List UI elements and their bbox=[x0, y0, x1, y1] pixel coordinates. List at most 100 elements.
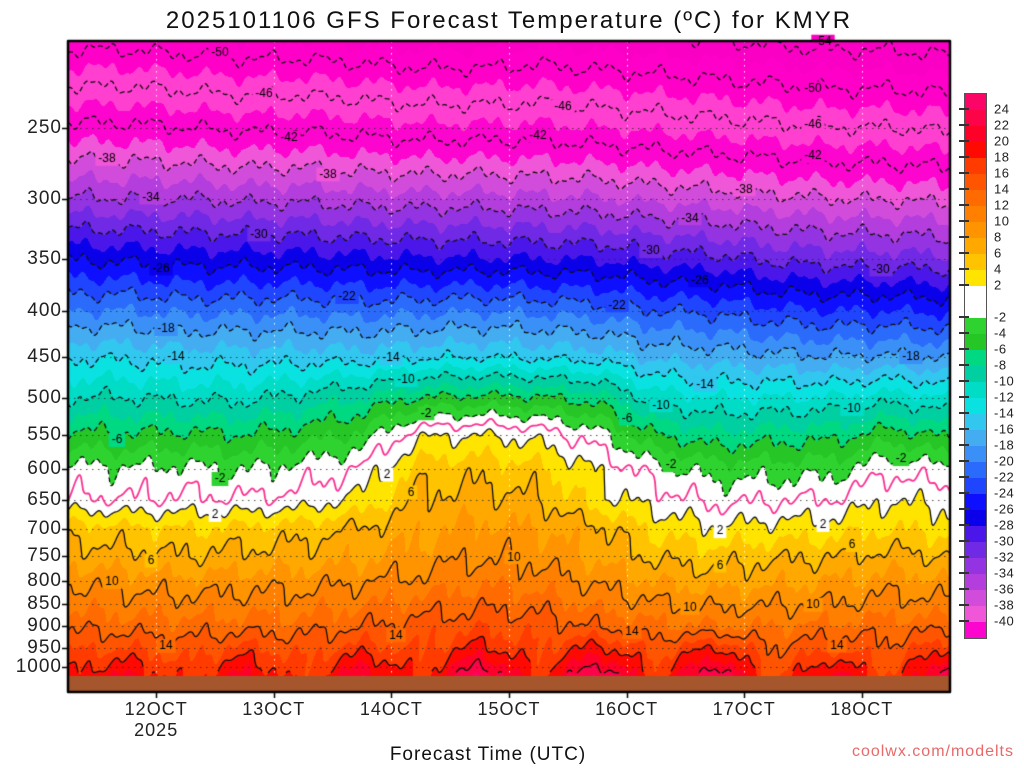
time-tick-label: 13OCT bbox=[242, 699, 306, 719]
time-tick-label: 16OCT bbox=[595, 699, 659, 719]
colorbar-cell bbox=[965, 286, 986, 318]
colorbar-cell bbox=[965, 110, 986, 126]
colorbar-cell bbox=[965, 238, 986, 254]
colorbar-tick-label: -12 bbox=[994, 389, 1015, 405]
colorbar-tick bbox=[959, 540, 969, 542]
colorbar-tick bbox=[959, 572, 969, 574]
colorbar-tick bbox=[959, 220, 969, 222]
colorbar-tick-label: -18 bbox=[994, 437, 1015, 453]
colorbar-tick bbox=[959, 508, 969, 510]
colorbar-tick-label: -34 bbox=[994, 565, 1015, 581]
colorbar-tick-label: -32 bbox=[994, 549, 1015, 565]
colorbar-cell bbox=[965, 574, 986, 590]
colorbar-cell bbox=[965, 270, 986, 286]
colorbar-tick bbox=[959, 476, 969, 478]
colorbar-cell bbox=[965, 94, 986, 110]
pressure-tick-label: 750 bbox=[27, 544, 62, 566]
colorbar-cell bbox=[965, 526, 986, 542]
colorbar-cell bbox=[965, 254, 986, 270]
pressure-tick-label: 950 bbox=[27, 636, 62, 658]
pressure-tick-label: 700 bbox=[27, 517, 62, 539]
colorbar-tick-label: 2 bbox=[994, 277, 1002, 293]
colorbar-tick-label: -8 bbox=[994, 357, 1007, 373]
colorbar-cell bbox=[965, 334, 986, 350]
colorbar-tick-label: 22 bbox=[994, 117, 1010, 133]
colorbar-cell bbox=[965, 542, 986, 558]
colorbar-cell bbox=[965, 158, 986, 174]
colorbar-tick bbox=[959, 284, 969, 286]
colorbar-cell bbox=[965, 510, 986, 526]
colorbar-cell bbox=[965, 494, 986, 510]
time-tick-label: 17OCT bbox=[712, 699, 776, 719]
colorbar-tick-label: -14 bbox=[994, 405, 1015, 421]
temperature-cross-section-canvas bbox=[58, 31, 960, 702]
colorbar-tick bbox=[959, 268, 969, 270]
colorbar-tick bbox=[959, 444, 969, 446]
colorbar-tick-label: -10 bbox=[994, 373, 1015, 389]
colorbar-tick-label: -24 bbox=[994, 485, 1015, 501]
pressure-tick-label: 1000 bbox=[15, 656, 62, 678]
pressure-tick-label: 600 bbox=[27, 457, 62, 479]
colorbar-tick-label: 10 bbox=[994, 213, 1010, 229]
colorbar-cell bbox=[965, 462, 986, 478]
pressure-tick-label: 550 bbox=[27, 423, 62, 445]
colorbar-tick-label: -22 bbox=[994, 469, 1015, 485]
time-tick-label: 12OCT bbox=[124, 699, 188, 719]
colorbar-tick-label: 16 bbox=[994, 165, 1010, 181]
colorbar-tick-label: -40 bbox=[994, 613, 1015, 629]
colorbar-tick bbox=[959, 412, 969, 414]
pressure-tick-label: 800 bbox=[27, 569, 62, 591]
time-tick-label: 14OCT bbox=[359, 699, 423, 719]
colorbar-tick bbox=[959, 332, 969, 334]
colorbar-cell bbox=[965, 478, 986, 494]
colorbar-cell bbox=[965, 622, 986, 638]
colorbar-tick-label: 20 bbox=[994, 133, 1010, 149]
pressure-tick-label: 850 bbox=[27, 593, 62, 615]
colorbar-tick-label: -26 bbox=[994, 501, 1015, 517]
colorbar-tick-label: 14 bbox=[994, 181, 1010, 197]
colorbar-tick bbox=[959, 364, 969, 366]
pressure-tick-label: 450 bbox=[27, 345, 62, 367]
colorbar-tick bbox=[959, 124, 969, 126]
colorbar-tick-label: 24 bbox=[994, 101, 1010, 117]
colorbar-tick bbox=[959, 252, 969, 254]
colorbar-tick bbox=[959, 236, 969, 238]
colorbar-cell bbox=[965, 174, 986, 190]
colorbar-cell bbox=[965, 398, 986, 414]
colorbar-cell bbox=[965, 430, 986, 446]
colorbar-cell bbox=[965, 366, 986, 382]
colorbar-cell bbox=[965, 222, 986, 238]
colorbar-tick-label: -30 bbox=[994, 533, 1015, 549]
pressure-tick-label: 300 bbox=[27, 187, 62, 209]
colorbar-cell bbox=[965, 606, 986, 622]
colorbar-tick bbox=[959, 604, 969, 606]
colorbar-cell bbox=[965, 558, 986, 574]
colorbar-cell bbox=[965, 126, 986, 142]
colorbar-tick-label: 12 bbox=[994, 197, 1010, 213]
colorbar-tick-label: -2 bbox=[994, 309, 1007, 325]
colorbar-tick-label: 6 bbox=[994, 245, 1002, 261]
x-axis-title: Forecast Time (UTC) bbox=[389, 744, 587, 765]
colorbar-tick-label: 4 bbox=[994, 261, 1002, 277]
colorbar-tick bbox=[959, 524, 969, 526]
colorbar-cell bbox=[965, 142, 986, 158]
colorbar-tick bbox=[959, 108, 969, 110]
colorbar-tick bbox=[959, 556, 969, 558]
colorbar-tick bbox=[959, 140, 969, 142]
colorbar-tick bbox=[959, 588, 969, 590]
colorbar-cell bbox=[965, 590, 986, 606]
colorbar-cell bbox=[965, 414, 986, 430]
colorbar-tick-label: -4 bbox=[994, 325, 1007, 341]
colorbar-tick bbox=[959, 348, 969, 350]
colorbar-tick-label: -16 bbox=[994, 421, 1015, 437]
colorbar-cell bbox=[965, 318, 986, 334]
colorbar-cell bbox=[965, 206, 986, 222]
colorbar-tick bbox=[959, 460, 969, 462]
pressure-tick-label: 900 bbox=[27, 615, 62, 637]
colorbar-tick bbox=[959, 380, 969, 382]
pressure-tick-label: 500 bbox=[27, 386, 62, 408]
colorbar-tick-label: -20 bbox=[994, 453, 1015, 469]
colorbar-tick bbox=[959, 316, 969, 318]
temperature-colorbar bbox=[964, 93, 987, 639]
